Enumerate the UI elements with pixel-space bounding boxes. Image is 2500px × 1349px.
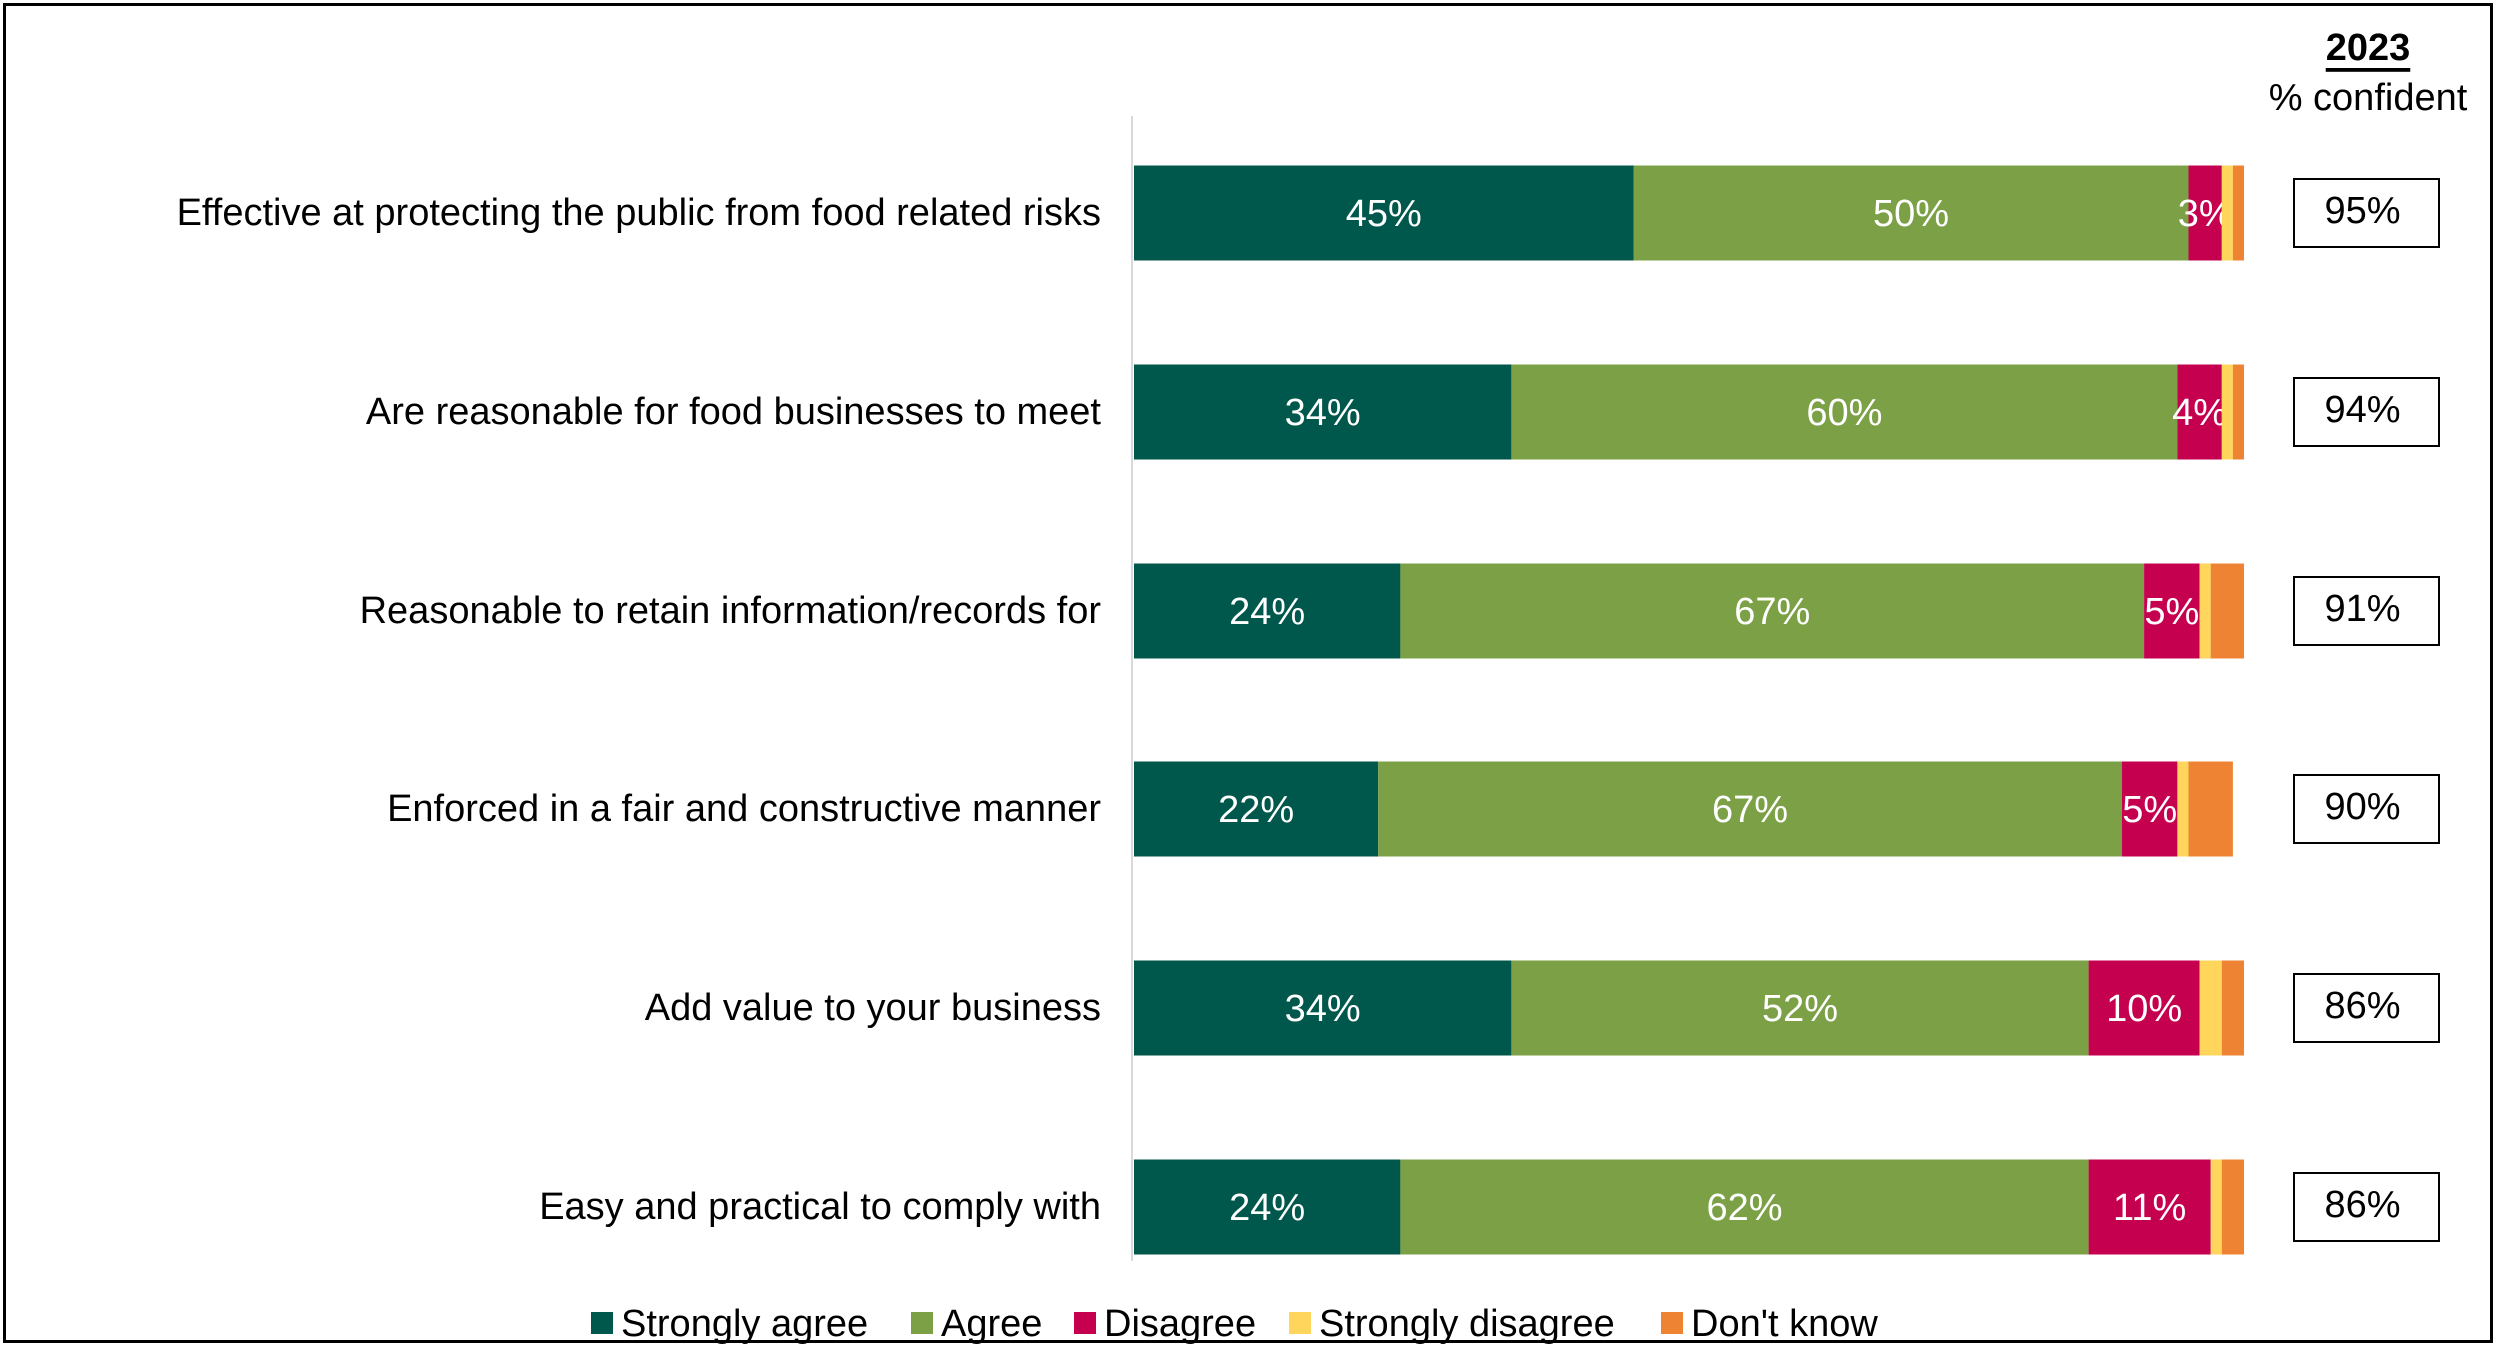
- data-label: 62%: [1706, 1187, 1782, 1229]
- bar-segment: [1378, 761, 2122, 857]
- bar-segment: [2210, 563, 2244, 659]
- data-label: 24%: [1229, 1187, 1305, 1229]
- confidence-box: [2293, 377, 2440, 447]
- legend-label: Strongly disagree: [1319, 1303, 1615, 1345]
- bar-segment: [2188, 761, 2233, 857]
- bar-segment: [2221, 165, 2233, 261]
- confidence-box: [2293, 774, 2440, 844]
- data-label: 34%: [1285, 988, 1361, 1030]
- bar-segment: [1134, 165, 1634, 261]
- bar-segment: [2088, 960, 2200, 1056]
- data-label: 50%: [1873, 193, 1949, 235]
- bar-segment: [1400, 563, 2145, 659]
- legend-swatch: [911, 1312, 933, 1334]
- bar-segment: [1134, 563, 1401, 659]
- bar-segment: [2088, 1159, 2211, 1255]
- bar-segment: [1134, 761, 1379, 857]
- bar-segment: [1511, 364, 2178, 460]
- stacked-bar-chart: Effective at protecting the public from …: [177, 27, 2468, 1345]
- legend-label: Strongly agree: [621, 1303, 868, 1345]
- chart-frame: Effective at protecting the public from …: [3, 3, 2493, 1345]
- confidence-box: [2293, 973, 2440, 1043]
- bar-segment: [1134, 364, 1512, 460]
- data-label: 22%: [1218, 789, 1294, 831]
- side-column-subtitle: % confident: [2269, 77, 2468, 119]
- confidence-box: [2293, 1172, 2440, 1242]
- side-column-title: 2023: [2326, 27, 2411, 69]
- bar-segment: [2232, 165, 2244, 261]
- data-label: 67%: [1712, 789, 1788, 831]
- confidence-value: 90%: [2324, 786, 2400, 828]
- bar-segment: [2188, 165, 2222, 261]
- data-label: 52%: [1762, 988, 1838, 1030]
- legend-label: Agree: [941, 1303, 1042, 1345]
- bar-segment: [2177, 364, 2222, 460]
- data-label: 5%: [2144, 591, 2199, 633]
- confidence-value: 91%: [2324, 588, 2400, 630]
- confidence-value: 86%: [2324, 1184, 2400, 1226]
- legend-swatch: [591, 1312, 613, 1334]
- data-label: 60%: [1806, 392, 1882, 434]
- legend-swatch: [1289, 1312, 1311, 1334]
- legend-swatch: [1661, 1312, 1683, 1334]
- confidence-value: 94%: [2324, 389, 2400, 431]
- bar-segment: [2232, 364, 2244, 460]
- category-label: Easy and practical to comply with: [539, 1186, 1101, 1228]
- bar-segment: [2221, 364, 2233, 460]
- category-label: Reasonable to retain information/records…: [360, 590, 1102, 632]
- legend-label: Disagree: [1104, 1303, 1256, 1345]
- category-label: Are reasonable for food businesses to me…: [366, 391, 1102, 433]
- bar-segment: [2199, 960, 2222, 1056]
- bar-segment: [2144, 563, 2200, 659]
- bar-segment: [2221, 960, 2244, 1056]
- bar-segment: [2177, 761, 2189, 857]
- bar-segment: [1633, 165, 2189, 261]
- bar-segment: [2199, 563, 2211, 659]
- bar-segment: [1511, 960, 2089, 1056]
- legend-label: Don't know: [1691, 1303, 1878, 1345]
- confidence-value: 95%: [2324, 190, 2400, 232]
- confidence-value: 86%: [2324, 985, 2400, 1027]
- confidence-box: [2293, 178, 2440, 248]
- bar-segment: [2221, 1159, 2244, 1255]
- legend-swatch: [1074, 1312, 1096, 1334]
- data-label: 11%: [2113, 1187, 2186, 1229]
- category-label: Add value to your business: [645, 987, 1101, 1029]
- data-label: 34%: [1285, 392, 1361, 434]
- bar-segment: [1134, 960, 1512, 1056]
- data-label: 4%: [2172, 392, 2227, 434]
- category-label: Enforced in a fair and constructive mann…: [387, 788, 1101, 830]
- confidence-box: [2293, 576, 2440, 646]
- category-label: Effective at protecting the public from …: [177, 192, 1101, 234]
- bar-segment: [2121, 761, 2178, 857]
- data-label: 67%: [1734, 591, 1810, 633]
- data-label: 24%: [1229, 591, 1305, 633]
- bar-segment: [1400, 1159, 2089, 1255]
- data-label: 5%: [2122, 789, 2177, 831]
- data-label: 45%: [1346, 193, 1422, 235]
- bar-segment: [1134, 1159, 1401, 1255]
- bar-segment: [2210, 1159, 2222, 1255]
- data-label: 10%: [2106, 988, 2182, 1030]
